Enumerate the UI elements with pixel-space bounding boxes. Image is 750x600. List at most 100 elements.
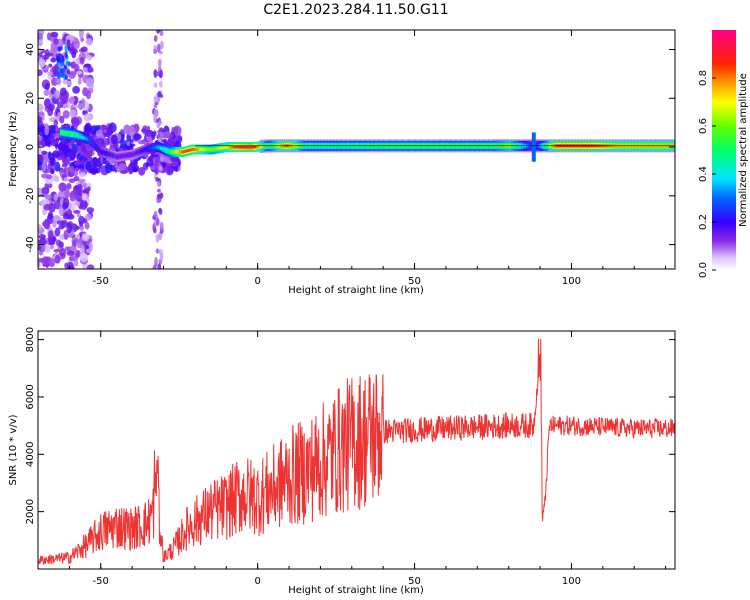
noise-speckle: [48, 258, 56, 267]
ridge-core: [251, 145, 254, 149]
ridge-core: [81, 135, 85, 139]
ridge-core: [218, 146, 221, 150]
noise-speckle: [152, 265, 157, 269]
ridge-core: [153, 146, 156, 150]
noise-speckle: [53, 38, 59, 45]
noise-speckle: [41, 173, 49, 179]
ridge-core: [179, 150, 183, 154]
ridge-core: [70, 132, 74, 136]
noise-speckle: [87, 66, 94, 73]
noise-speckle: [159, 69, 163, 79]
noise-speckle: [64, 262, 69, 269]
noise-speckle: [153, 210, 158, 218]
snr-y-label: SNR (10 * v/v): [8, 414, 19, 485]
noise-speckle: [51, 174, 58, 181]
noise-speckle: [53, 119, 59, 127]
heatmap-y-ticks: -40 -20 0 20 40: [25, 43, 675, 253]
snr-y-tick-label: 2000: [25, 499, 36, 524]
ridge-core: [259, 144, 262, 148]
snr-x-tick-label: 50: [408, 576, 421, 587]
noise-speckle: [81, 193, 88, 201]
snr-frame: [37, 330, 676, 570]
snr-x-label: Height of straight line (km): [288, 585, 424, 596]
figure-title: C2E1.2023.284.11.50.G11: [263, 2, 448, 18]
colorbar-label: Normalized spectral amplitude: [738, 73, 749, 227]
noise-speckle: [155, 233, 160, 243]
noise-speckle: [73, 40, 80, 49]
noise-speckle: [45, 52, 54, 57]
ridge-core: [169, 150, 173, 154]
noise-speckle: [68, 144, 73, 150]
noise-speckle: [105, 164, 112, 170]
ridge-core: [171, 150, 174, 154]
noise-speckle: [54, 161, 61, 172]
ridge-core: [254, 145, 258, 149]
ridge-core: [164, 148, 168, 152]
noise-speckle: [153, 69, 158, 78]
noise-speckle: [53, 248, 60, 253]
noise-speckle: [76, 237, 83, 249]
noise-speckle: [73, 209, 81, 214]
ridge-core: [215, 147, 218, 151]
noise-speckle: [61, 157, 70, 165]
noise-speckle: [69, 150, 77, 161]
ridge-core: [96, 146, 100, 150]
ridge-core: [149, 147, 152, 151]
ridge-core: [122, 154, 126, 158]
noise-speckle: [38, 250, 44, 256]
ridge-core: [108, 152, 112, 156]
noise-speckle: [66, 69, 71, 75]
ridge-core: [223, 146, 226, 150]
heatmap-frame: [37, 29, 676, 270]
ridge-core: [216, 147, 220, 151]
noise-speckle: [77, 164, 86, 169]
ridge-core: [221, 146, 225, 150]
ridge-core: [240, 145, 243, 149]
noise-speckle: [58, 207, 64, 214]
ridge-core: [130, 153, 134, 157]
noise-speckle: [53, 90, 61, 100]
ridge-core: [67, 132, 71, 136]
ridge-core: [256, 145, 259, 149]
noise-speckle: [45, 177, 53, 185]
noise-speckle: [38, 238, 47, 246]
ridge-core: [142, 148, 145, 152]
noise-speckle: [154, 101, 159, 106]
ridge-core: [168, 149, 171, 153]
noise-speckle: [154, 153, 159, 159]
noise-speckle: [158, 249, 163, 256]
noise-speckle: [158, 165, 163, 172]
noise-speckle: [49, 157, 56, 166]
ridge-core: [66, 131, 69, 135]
ridge-core: [124, 154, 127, 158]
ridge-core: [99, 149, 102, 153]
noise-speckle: [52, 220, 57, 228]
noise-speckle: [145, 162, 150, 167]
ridge-core: [178, 150, 181, 154]
noise-speckle: [70, 165, 75, 174]
noise-speckle: [129, 139, 134, 143]
noise-speckle: [70, 138, 76, 145]
noise-speckle: [72, 86, 81, 94]
noise-speckle: [59, 45, 63, 51]
noise-speckle: [85, 160, 93, 171]
ridge-core: [167, 149, 170, 153]
ridge-core: [74, 133, 77, 137]
noise-speckle: [86, 54, 93, 61]
ridge-core: [129, 153, 132, 157]
ridge-core: [100, 150, 104, 154]
noise-speckle: [153, 48, 157, 55]
colorbar-tick-label: 0.0: [698, 262, 709, 278]
noise-speckle: [84, 123, 91, 133]
noise-speckle: [157, 91, 162, 98]
ridge-core: [137, 150, 140, 154]
ridge-core: [148, 147, 151, 151]
noise-speckle: [68, 265, 75, 269]
noise-speckle: [156, 43, 161, 53]
noise-speckle: [102, 128, 112, 138]
heatmap-x-ticks: -50 0 50 100: [37, 30, 667, 287]
noise-speckle: [159, 221, 164, 231]
noise-speckle: [47, 211, 54, 220]
noise-speckle: [41, 162, 47, 172]
noise-speckle: [44, 138, 52, 147]
